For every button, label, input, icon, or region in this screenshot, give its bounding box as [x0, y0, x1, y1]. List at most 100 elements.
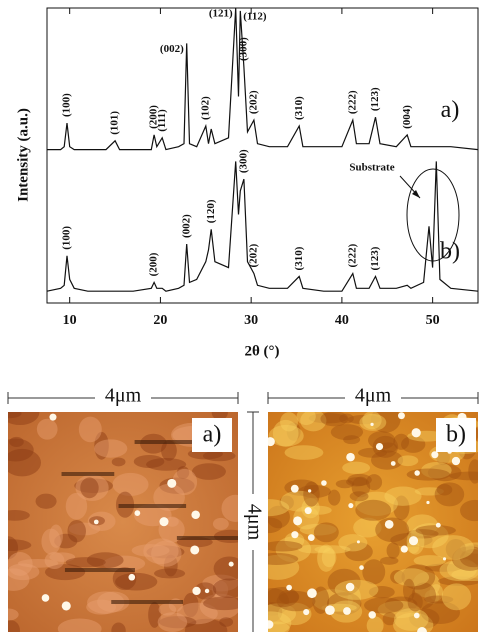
grain — [390, 569, 405, 584]
grain — [461, 544, 478, 565]
grain — [359, 414, 387, 431]
grain — [362, 559, 386, 585]
grain — [146, 545, 185, 559]
grain — [268, 588, 290, 616]
grain — [415, 525, 456, 536]
grain — [312, 589, 353, 612]
peak-label: (300) — [237, 149, 249, 173]
grain — [453, 546, 478, 572]
peak-label: (120) — [205, 199, 217, 223]
scale-label-bg — [95, 388, 151, 408]
grain — [284, 445, 324, 460]
grain — [161, 440, 177, 461]
grain — [146, 458, 187, 471]
grain — [268, 505, 290, 529]
grain — [57, 618, 102, 632]
particle — [417, 627, 427, 632]
crack — [134, 440, 214, 444]
grain — [412, 571, 441, 598]
peak-label: (101) — [109, 111, 121, 135]
peak-label: (004) — [401, 105, 413, 129]
grain — [460, 499, 478, 522]
grain — [8, 536, 19, 560]
particle — [307, 588, 317, 599]
grain — [172, 468, 198, 496]
crack — [61, 472, 115, 476]
particle — [167, 478, 177, 488]
particle — [435, 522, 441, 528]
particle — [390, 461, 396, 466]
grain — [221, 494, 238, 522]
grain — [297, 544, 331, 554]
particle — [408, 536, 419, 546]
grain — [191, 463, 226, 480]
particle — [134, 510, 141, 516]
afm-image-b — [268, 412, 478, 632]
grain — [268, 552, 299, 565]
particle — [286, 584, 292, 591]
peak-label: (200) — [148, 252, 160, 276]
grain — [154, 568, 186, 579]
grain — [343, 435, 361, 445]
particle — [61, 601, 71, 611]
grain — [8, 620, 20, 632]
grain — [334, 579, 379, 600]
particle — [268, 437, 275, 447]
grain — [80, 477, 99, 499]
grain — [278, 589, 300, 604]
grain — [112, 567, 137, 591]
xrd-trace — [46, 161, 479, 292]
grain — [402, 578, 416, 602]
grain — [158, 603, 177, 616]
panel-label-bg — [192, 418, 232, 452]
grain — [362, 412, 382, 430]
grain — [213, 556, 238, 581]
grain — [103, 555, 146, 572]
grain — [401, 435, 426, 453]
grain — [272, 419, 299, 447]
grain — [344, 542, 373, 562]
grain — [9, 436, 24, 447]
grain — [176, 602, 218, 625]
grain — [17, 558, 59, 568]
grain — [8, 448, 41, 477]
particle — [159, 517, 169, 527]
particle — [368, 611, 376, 619]
panel-label-bg — [436, 418, 476, 452]
scale-label: 4μm — [105, 385, 142, 407]
grain — [111, 622, 126, 632]
grain — [67, 519, 86, 543]
particle — [348, 502, 354, 509]
grain — [299, 523, 337, 536]
grain — [407, 592, 423, 612]
grain — [410, 523, 449, 549]
grain — [413, 555, 446, 567]
grain — [438, 576, 478, 586]
particle — [291, 531, 299, 539]
peak-label: (202) — [247, 243, 259, 267]
scale-label-bg — [345, 388, 401, 408]
grain — [163, 554, 178, 577]
grain — [420, 601, 461, 625]
grain — [68, 522, 101, 536]
grain — [94, 439, 128, 458]
grain — [436, 449, 450, 466]
grain — [54, 533, 78, 549]
particle — [204, 588, 210, 594]
grain — [303, 481, 320, 507]
grain — [277, 602, 312, 626]
grain — [65, 557, 106, 568]
grain — [313, 522, 339, 543]
grain — [87, 591, 125, 614]
particle — [398, 412, 405, 420]
grain — [441, 583, 472, 611]
grain — [75, 474, 109, 501]
grain — [375, 517, 410, 543]
grain — [326, 592, 362, 615]
grain — [314, 545, 351, 554]
grain — [268, 603, 297, 625]
grain — [330, 424, 364, 441]
grain — [434, 482, 465, 507]
grain — [268, 517, 283, 534]
grain — [349, 491, 369, 502]
